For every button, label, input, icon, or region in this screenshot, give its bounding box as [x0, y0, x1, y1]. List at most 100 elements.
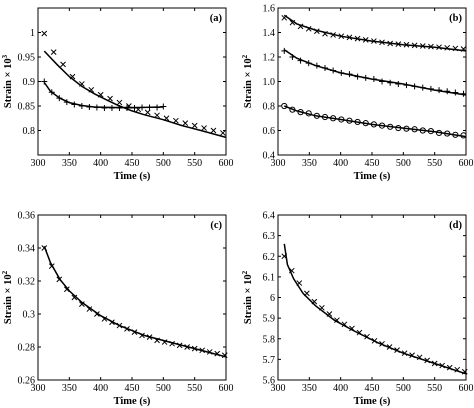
- data-point-x: [371, 337, 378, 344]
- data-point-x: [338, 33, 345, 40]
- data-point-x: [461, 368, 468, 375]
- x-tick-label: 600: [459, 383, 474, 394]
- data-point-x: [395, 41, 402, 47]
- data-point-x: [428, 43, 434, 50]
- data-point-x: [154, 337, 160, 344]
- x-tick-label: 350: [62, 383, 77, 394]
- panel-d: 300 350 400 450 500 550 600 5.6 5.7 5.8 5.9 6 6.1 6.2…: [241, 211, 474, 408]
- data-point-plus: [139, 104, 146, 111]
- x-tick-label: 600: [459, 158, 474, 169]
- data-point-circle: [321, 113, 329, 121]
- x-tick-label: 500: [156, 383, 171, 394]
- data-point-x: [446, 364, 453, 371]
- data-point-plus: [41, 78, 48, 85]
- data-point-x: [364, 333, 370, 340]
- data-point-plus: [395, 80, 402, 87]
- data-point-x: [296, 280, 303, 286]
- x-tick-label: 350: [302, 158, 317, 169]
- series-x: [281, 243, 468, 375]
- x-tick-label: 600: [219, 383, 234, 394]
- data-point-plus: [86, 103, 93, 110]
- fit-line: [43, 82, 164, 109]
- data-point-plus: [108, 104, 115, 111]
- data-point-x: [305, 25, 312, 32]
- data-point-plus: [154, 104, 161, 111]
- data-point-x: [313, 28, 320, 35]
- data-point-x: [221, 352, 228, 359]
- data-point-circle: [362, 120, 369, 127]
- data-point-plus: [419, 84, 426, 91]
- data-point-x: [356, 329, 363, 336]
- data-point-plus: [146, 104, 153, 111]
- x-tick-label: 300: [271, 158, 286, 169]
- x-axis-title: Time (s): [114, 171, 151, 182]
- y-tick-label: 0.6: [263, 126, 276, 137]
- data-point-circle: [411, 126, 418, 133]
- data-point-circle: [330, 115, 337, 122]
- data-point-x: [146, 334, 153, 340]
- series-+: [41, 78, 167, 111]
- data-point-x: [319, 304, 325, 311]
- data-point-x: [386, 344, 393, 350]
- x-tick-label: 300: [31, 383, 46, 394]
- data-point-circle: [452, 131, 459, 138]
- data-point-x: [94, 311, 100, 317]
- data-point-x: [281, 14, 288, 21]
- data-point-x: [124, 325, 130, 332]
- data-point-x: [416, 354, 423, 361]
- x-tick-label: 450: [125, 383, 140, 394]
- x-tick-label: 600: [219, 158, 234, 169]
- y-axis-title: Strain × 103: [1, 54, 14, 108]
- y-tick-label: 0.8: [263, 102, 276, 113]
- x-tick-label: 400: [93, 383, 108, 394]
- data-point-x: [311, 298, 318, 305]
- data-point-x: [206, 349, 213, 355]
- data-point-circle: [297, 109, 304, 116]
- data-point-x: [173, 117, 179, 124]
- y-axis-title: Strain × 102: [241, 270, 254, 324]
- y-tick-label: 0.95: [18, 53, 36, 64]
- x-tick-label: 450: [125, 158, 140, 169]
- data-point-x: [436, 44, 442, 51]
- data-point-circle: [403, 125, 410, 132]
- data-point-plus: [330, 67, 337, 74]
- data-point-x: [401, 350, 408, 357]
- y-tick-label: 1.6: [263, 4, 276, 15]
- data-point-circle: [346, 117, 353, 124]
- data-point-plus: [313, 62, 320, 69]
- y-tick-label: 1.0: [263, 77, 276, 88]
- y-tick-label: 0.9: [23, 77, 36, 88]
- x-tick-label: 400: [333, 158, 348, 169]
- panel-c: 300 350 400 450 500 550 600 0.26 0.28 0.3 0.32 0.34…: [1, 211, 234, 408]
- x-tick-label: 500: [156, 158, 171, 169]
- x-tick-label: 300: [31, 158, 46, 169]
- data-point-plus: [305, 60, 312, 67]
- data-point-x: [154, 112, 160, 119]
- y-tick-label: 1.2: [263, 53, 276, 64]
- data-point-x: [199, 347, 206, 354]
- y-tick-label: 6.3: [263, 231, 276, 242]
- y-tick-label: 6: [270, 293, 275, 304]
- data-point-x: [424, 357, 431, 364]
- data-point-plus: [63, 99, 70, 106]
- data-point-plus: [116, 104, 123, 111]
- data-point-x: [201, 125, 207, 131]
- panel-label: (d): [449, 220, 462, 231]
- y-tick-label: 5.7: [263, 355, 276, 366]
- data-point-circle: [370, 121, 377, 128]
- data-point-x: [169, 340, 175, 347]
- data-point-x: [303, 290, 310, 297]
- y-tick-label: 0.28: [18, 343, 36, 354]
- y-tick-label: 0.34: [18, 244, 36, 255]
- data-point-x: [439, 362, 446, 369]
- fit-line: [43, 50, 227, 139]
- x-tick-label: 350: [62, 158, 77, 169]
- series-x: [41, 245, 228, 359]
- panel-b: 300 350 400 450 500 550 600 0.4 0.6 0.8 1.0 1.2 1.4 1…: [241, 4, 474, 183]
- data-point-plus: [281, 47, 288, 54]
- data-point-plus: [387, 79, 394, 86]
- data-point-circle: [281, 102, 288, 110]
- data-point-x: [79, 81, 85, 87]
- data-point-x: [131, 329, 138, 336]
